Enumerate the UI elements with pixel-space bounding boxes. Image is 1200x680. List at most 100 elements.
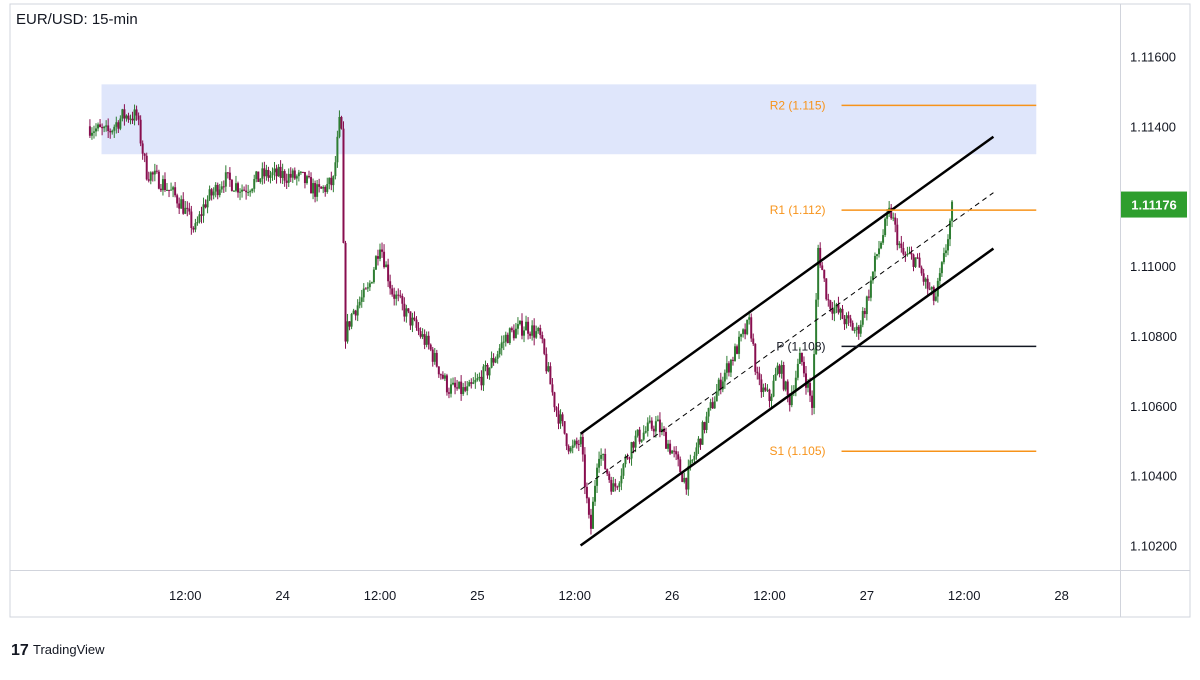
candle [109,128,112,139]
candle [918,252,921,268]
candle [303,171,306,189]
candle-body [303,172,306,184]
candle-body [545,353,548,372]
candle [460,375,463,401]
candle-body [456,387,459,389]
candle [642,425,645,441]
y-tick-label: 1.11400 [1130,119,1176,134]
candle [226,172,229,179]
candle-body [279,166,282,178]
candle-body [740,334,743,337]
candle-body [249,191,252,193]
candle-body [940,262,943,274]
candle [644,426,647,434]
candle [547,362,550,373]
candle-body [654,421,657,432]
candle [938,267,941,286]
candle-body [817,247,820,300]
candle [127,112,130,123]
candle [774,367,777,381]
candle [687,459,690,496]
candle-body [139,119,142,144]
candle [638,426,641,445]
candle-body [835,304,838,308]
candle-body [239,191,242,193]
candle-body [348,321,351,327]
candle [589,508,592,535]
candle [543,338,546,356]
candle-body [445,375,448,393]
candle-body [591,501,594,529]
candle-body [894,217,897,225]
candle-body [829,300,832,309]
candle [413,311,416,322]
candle [565,433,568,451]
candle [766,384,769,393]
candle-body [516,324,519,329]
candle [476,373,479,382]
candle [178,197,181,214]
candle-body [484,364,487,367]
candle [161,175,164,196]
candle [516,317,519,335]
level-label: P (1.108) [776,339,825,353]
candle [263,161,266,184]
candle [705,411,708,434]
candle [133,104,136,126]
candle [559,409,562,429]
candle-body [374,256,377,270]
candle-body [366,287,369,289]
candle-body [841,308,844,319]
candle [804,365,807,395]
candle [293,167,296,180]
candle-body [533,325,536,338]
candle [606,468,609,477]
candle [230,178,233,192]
candle-body [705,416,708,430]
candle-body [721,381,724,390]
candle-body [166,189,169,191]
candle-body [541,335,544,340]
candle [151,171,154,182]
candle-body [97,124,100,129]
candle [717,377,720,396]
candle-body [295,176,298,179]
candle-body [338,116,341,137]
candle-body [194,223,197,230]
candle-body [553,392,556,408]
candle-body [715,391,718,402]
candle-body [480,376,483,386]
candle [237,181,240,198]
candle [281,163,284,184]
candle [620,468,623,491]
candle-body [330,177,333,186]
candle [665,427,668,449]
y-tick-label: 1.10200 [1130,539,1177,554]
candle [115,116,118,134]
candle-body [401,295,404,304]
candle [800,352,803,366]
candle [287,168,290,187]
candle-body [598,458,601,468]
candle [861,307,864,328]
candle [527,317,530,340]
candle-body [423,334,426,345]
candle [514,322,517,339]
candle [563,421,566,435]
candle [202,197,205,223]
candle [545,347,548,374]
candle [358,296,361,309]
candle-body [393,294,396,299]
candle-body [857,326,860,334]
candle-body [731,359,734,361]
candle-body [922,273,925,282]
candle-body [316,184,319,197]
candle [504,331,507,347]
candle-body [328,177,331,184]
candle-body [583,454,586,487]
candle [255,170,258,183]
candle-body [717,379,720,392]
candle-body [305,176,308,184]
candlestick-series [88,104,954,535]
candle [839,307,842,321]
